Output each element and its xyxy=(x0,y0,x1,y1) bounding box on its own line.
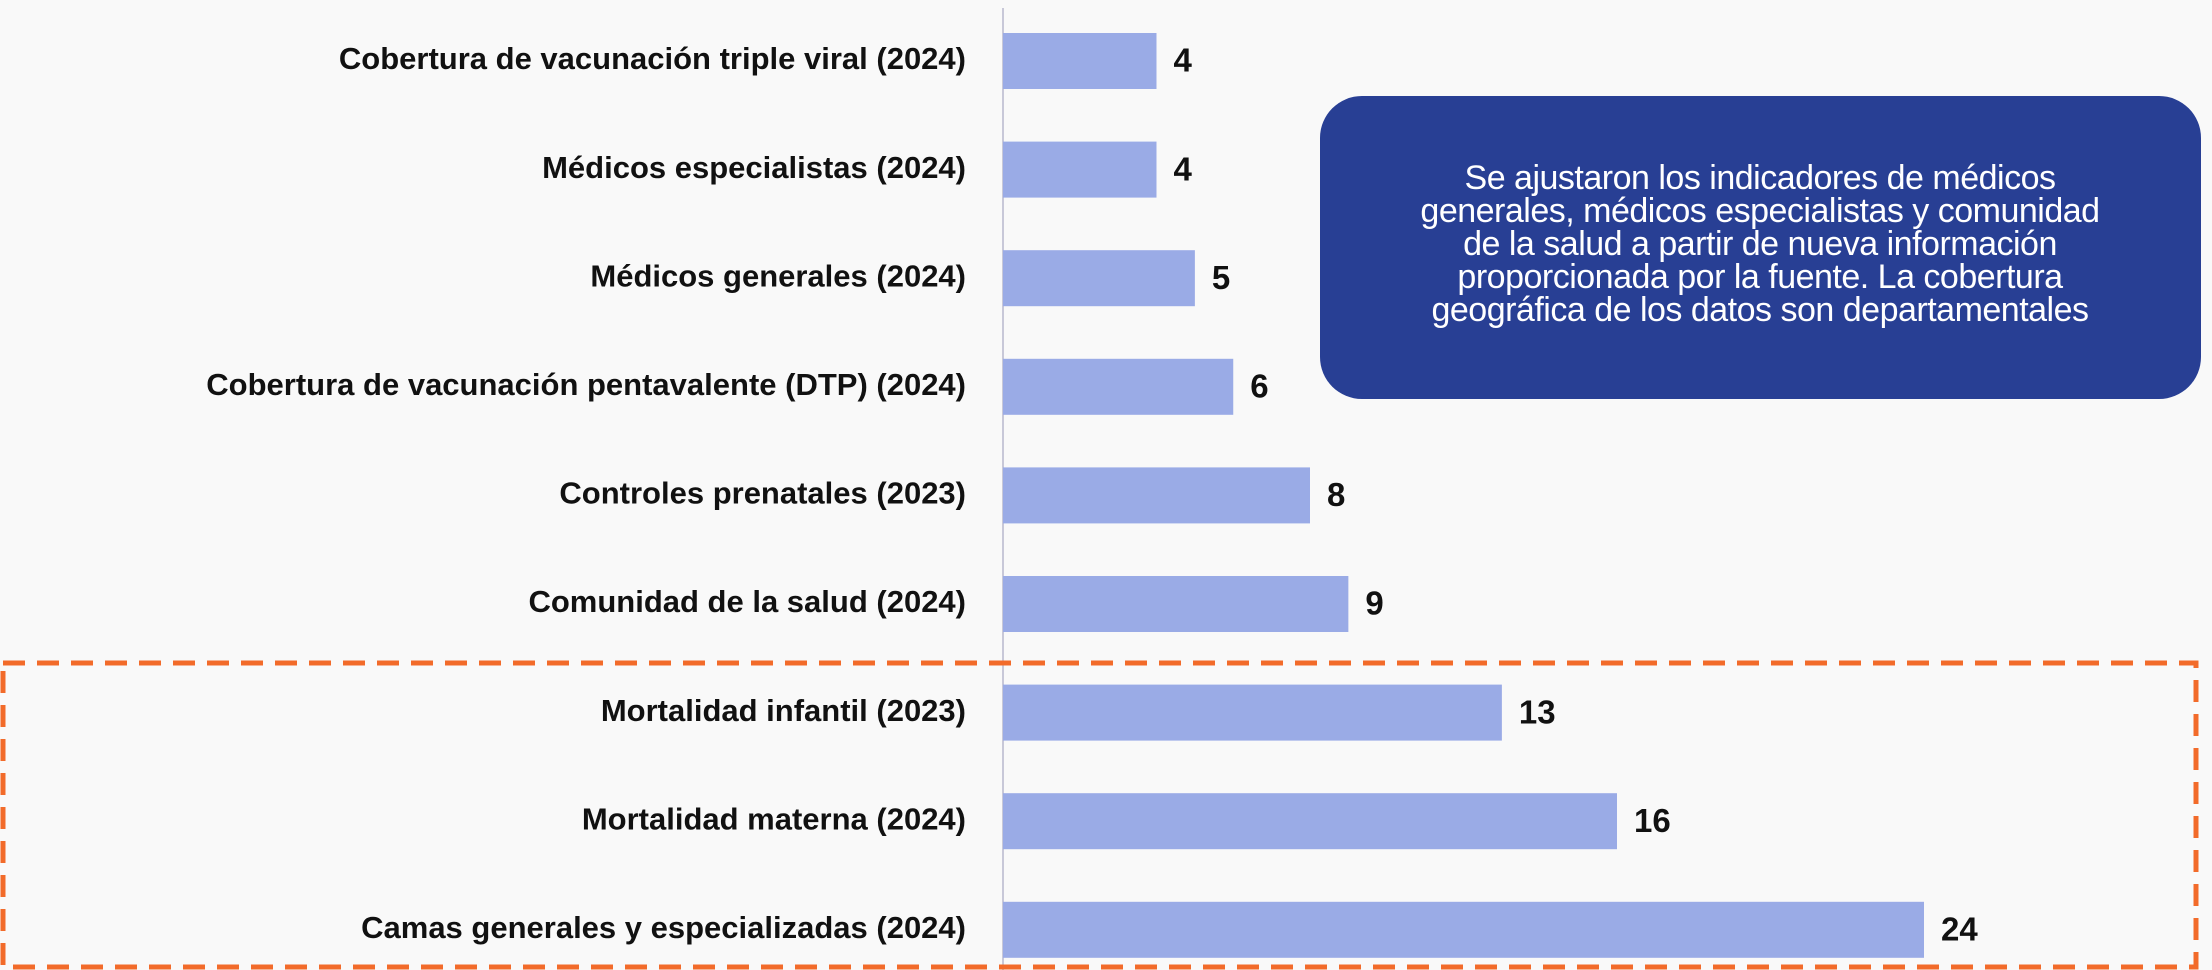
value-label: 5 xyxy=(1212,259,1230,296)
bar xyxy=(1003,33,1157,89)
highlight-box xyxy=(0,660,2199,970)
value-label: 4 xyxy=(1174,150,1193,187)
bar xyxy=(1003,901,1924,958)
annotation-line: de la salud a partir de nueva informació… xyxy=(1463,225,2057,263)
value-label: 4 xyxy=(1174,42,1193,79)
bar xyxy=(1003,684,1502,741)
category-label: Comunidad de la salud (2024) xyxy=(528,584,966,619)
annotation-line: Se ajustaron los indicadores de médicos xyxy=(1465,159,2056,197)
value-label: 24 xyxy=(1941,911,1978,948)
category-label: Médicos especialistas (2024) xyxy=(542,150,966,185)
value-label: 13 xyxy=(1519,693,1556,730)
bar xyxy=(1003,793,1617,850)
category-label: Mortalidad infantil (2023) xyxy=(601,693,966,728)
value-label: 16 xyxy=(1634,802,1671,839)
category-label: Cobertura de vacunación triple viral (20… xyxy=(339,41,966,76)
value-label: 6 xyxy=(1250,368,1268,405)
bar xyxy=(1003,467,1310,524)
bar xyxy=(1003,250,1195,307)
bar xyxy=(1003,358,1234,415)
annotation-line: geográfica de los datos son departamenta… xyxy=(1431,291,2088,329)
category-label: Camas generales y especializadas (2024) xyxy=(361,910,966,945)
category-label: Controles prenatales (2023) xyxy=(559,476,966,511)
bar xyxy=(1003,576,1349,632)
annotation-line: proporcionada por la fuente. La cobertur… xyxy=(1457,258,2063,296)
category-label: Médicos generales (2024) xyxy=(590,258,966,293)
annotation-box xyxy=(1320,96,2201,399)
annotation-line: generales, médicos especialistas y comun… xyxy=(1420,192,2099,230)
bar xyxy=(1003,141,1157,198)
value-label: 9 xyxy=(1365,585,1383,622)
category-label: Mortalidad materna (2024) xyxy=(582,801,966,836)
category-label: Cobertura de vacunación pentavalente (DT… xyxy=(206,367,966,402)
value-label: 8 xyxy=(1327,476,1345,513)
